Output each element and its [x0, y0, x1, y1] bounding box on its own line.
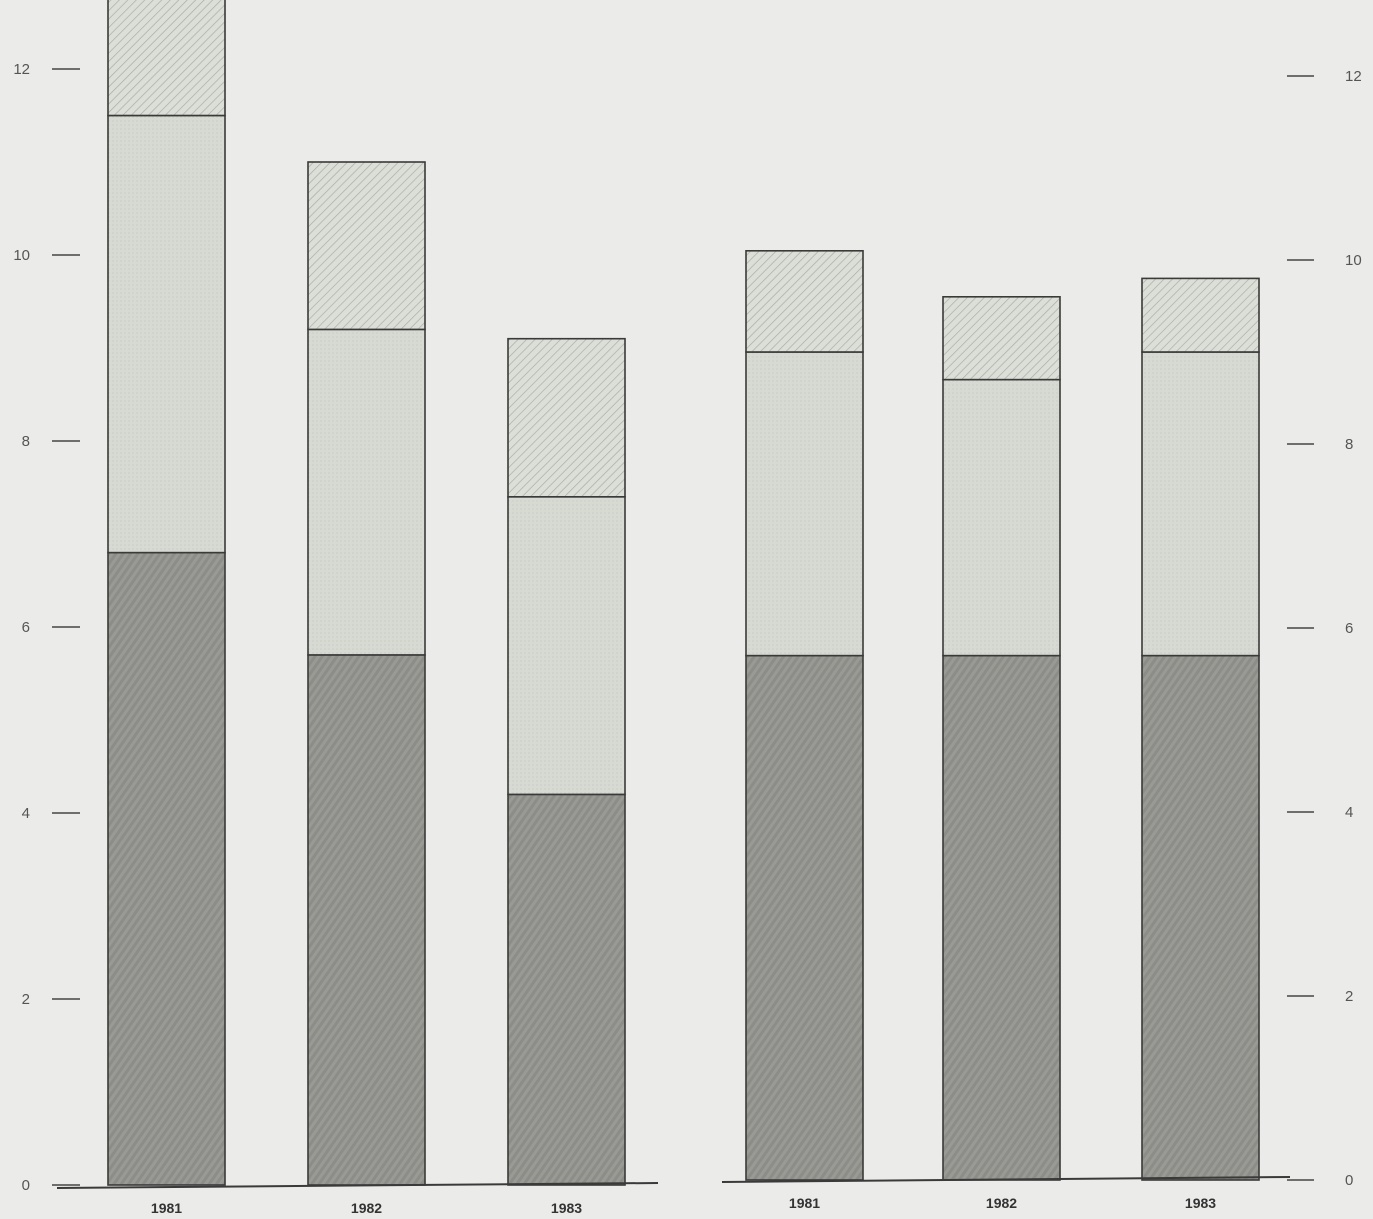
left-bar-1981-segment-1 — [107, 551, 226, 1186]
left-y-tick-label: 8 — [22, 433, 30, 450]
left-y-tick-label: 2 — [22, 991, 30, 1008]
right-bar-1981-segment-3 — [745, 250, 864, 353]
left-y-tick-label: 10 — [13, 247, 30, 264]
right-x-tick-label: 1981 — [789, 1195, 820, 1211]
left-bar-1981-segment-2 — [107, 114, 226, 554]
right-y-tick-label: 2 — [1345, 988, 1353, 1005]
right-y-tick-label: 4 — [1345, 804, 1353, 821]
left-panel: 0 2 4 6 8 10 12 1981 1982 1983 — [13, 0, 659, 1216]
right-bar-1982-segment-3 — [942, 295, 1061, 381]
left-bar-1983-segment-1 — [507, 793, 626, 1186]
left-y-tick-label: 12 — [13, 61, 30, 78]
right-plot — [745, 250, 1260, 1181]
right-y-axis: 0 2 4 6 8 10 12 — [1287, 68, 1362, 1189]
right-baseline — [721, 1176, 1291, 1183]
left-bar-1981-segment-3 — [107, 0, 226, 117]
right-y-tick-label: 0 — [1345, 1172, 1353, 1189]
left-bar-1982-segment-2 — [307, 328, 426, 656]
left-bar-1982-segment-1 — [307, 654, 426, 1186]
left-x-tick-label: 1982 — [351, 1200, 382, 1216]
left-x-tick-label: 1981 — [151, 1200, 182, 1216]
left-baseline — [56, 1182, 659, 1189]
left-bar-1982-segment-3 — [307, 161, 426, 331]
right-bar-1983-segment-1 — [1141, 654, 1260, 1181]
right-y-tick-label: 6 — [1345, 620, 1353, 637]
left-plot — [107, 0, 626, 1186]
right-y-tick-label: 8 — [1345, 436, 1353, 453]
right-bar-1983-segment-3 — [1141, 277, 1260, 353]
left-y-tick-label: 0 — [22, 1177, 30, 1194]
right-bar-1982-segment-2 — [942, 378, 1061, 657]
right-x-tick-label: 1982 — [986, 1195, 1017, 1211]
right-x-tick-label: 1983 — [1185, 1195, 1216, 1211]
left-x-axis: 1981 1982 1983 — [151, 1200, 582, 1216]
left-y-tick-label: 4 — [22, 805, 30, 822]
right-bar-1981-segment-1 — [745, 654, 864, 1181]
right-y-tick-label: 12 — [1345, 68, 1362, 85]
left-y-tick-label: 6 — [22, 619, 30, 636]
left-bar-1983-segment-3 — [507, 337, 626, 498]
right-x-axis: 1981 1982 1983 — [789, 1195, 1216, 1211]
left-x-tick-label: 1983 — [551, 1200, 582, 1216]
right-bar-1982-segment-1 — [942, 654, 1061, 1181]
right-y-tick-label: 10 — [1345, 252, 1362, 269]
left-y-axis: 0 2 4 6 8 10 12 — [13, 61, 80, 1194]
right-panel: 0 2 4 6 8 10 12 1981 1982 1983 — [721, 68, 1362, 1211]
right-bar-1983-segment-2 — [1141, 351, 1260, 657]
right-bar-1981-segment-2 — [745, 351, 864, 657]
left-bar-1983-segment-2 — [507, 495, 626, 796]
